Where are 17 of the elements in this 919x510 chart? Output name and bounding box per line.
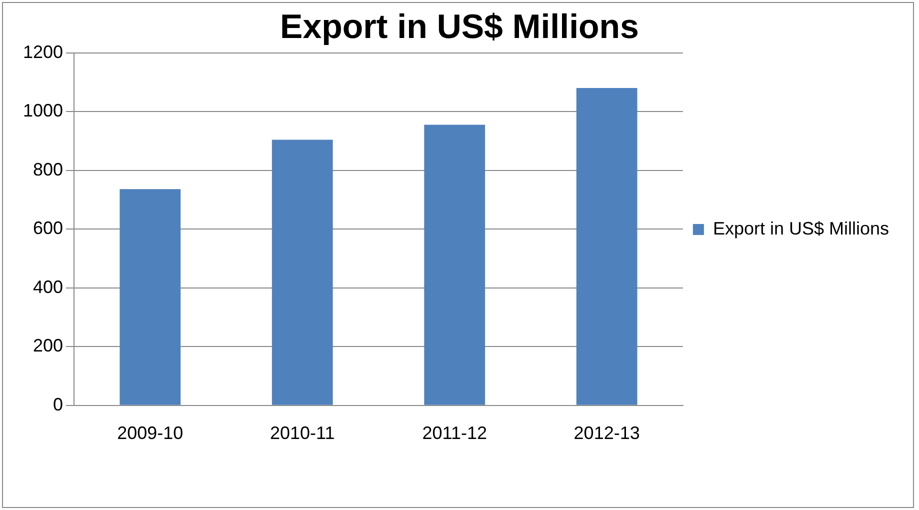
x-tick-label: 2011-12: [422, 423, 487, 444]
x-tick-label: 2009-10: [117, 423, 184, 444]
y-tick-label: 800: [32, 159, 64, 180]
bar: [576, 88, 638, 405]
y-tick-label: 1200: [22, 42, 64, 62]
bar: [272, 140, 333, 405]
x-tick-label: 2012-13: [574, 423, 640, 444]
y-tick-label: 600: [32, 218, 64, 238]
bar: [424, 124, 486, 405]
y-tick-label: 200: [32, 336, 64, 356]
y-tick-label: 0: [53, 394, 64, 414]
chart-title: Export in US$ Millions: [280, 8, 639, 46]
y-tick-label: 1000: [22, 100, 64, 121]
x-tick-label: 2010-11: [270, 423, 335, 444]
bar: [120, 189, 181, 405]
legend-label: Export in US$ Millions: [712, 218, 889, 238]
y-tick-label: 400: [32, 276, 64, 297]
